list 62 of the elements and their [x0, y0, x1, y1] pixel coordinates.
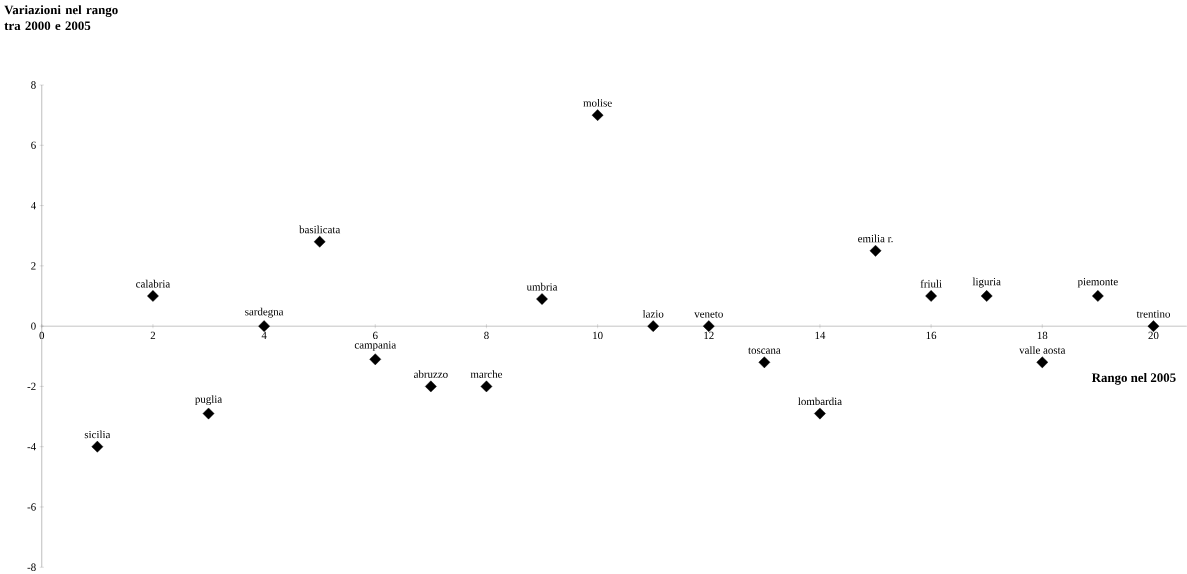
annotation: valle aosta: [1019, 346, 1066, 354]
annotation: lombardia: [798, 397, 842, 405]
annotation: calabria: [136, 279, 171, 288]
x-tick-label: 8: [484, 331, 489, 339]
annotation: sicilia: [84, 430, 111, 439]
point: [1036, 356, 1049, 369]
point: [536, 293, 548, 305]
annotation: marche: [470, 370, 503, 378]
x-tick-label: 20: [1148, 331, 1159, 339]
x-tick-label: 12: [704, 331, 714, 339]
point: [91, 440, 104, 453]
point: [758, 356, 771, 369]
point: [925, 290, 937, 302]
y-tick-label: 4: [30, 201, 36, 210]
annotation: puglia: [195, 395, 223, 405]
y-tick-label: 0: [31, 322, 36, 330]
x-tick-label: 16: [926, 331, 937, 339]
point: [313, 235, 326, 248]
x-tick-label: 0: [39, 331, 45, 339]
y-axis-title: Variazioni nel rango tra 2000 e 2005: [4, 5, 118, 30]
annotation: basilicata: [299, 225, 341, 234]
annotation: emilia r.: [858, 234, 893, 243]
point: [702, 320, 715, 332]
annotation: lazio: [642, 309, 664, 318]
y-tick-label: 6: [31, 141, 36, 149]
x-tick-label: 6: [373, 331, 378, 339]
x-axis-title: Rango nel 2005: [1091, 372, 1176, 385]
x-tick-label: 18: [1037, 331, 1048, 339]
annotation: umbria: [526, 282, 558, 291]
y-tick-label: 8: [31, 81, 36, 89]
point: [980, 290, 993, 302]
point: [869, 244, 882, 257]
annotation: friuli: [920, 279, 942, 288]
annotation: veneto: [694, 311, 723, 318]
point: [202, 407, 215, 420]
x-tick-label: 10: [593, 331, 603, 339]
point: [591, 109, 604, 121]
annotation: molise: [583, 98, 612, 107]
annotation: piemonte: [1077, 277, 1118, 288]
point: [147, 290, 159, 302]
x-tick-label: 14: [815, 331, 826, 339]
y-tick-label: -2: [27, 382, 36, 390]
annotation: sardegna: [245, 307, 284, 318]
annotation: abruzzo: [414, 370, 448, 378]
point: [480, 380, 493, 393]
x-tick-label: 2: [150, 331, 156, 339]
point: [425, 380, 437, 393]
point: [1147, 320, 1160, 332]
annotation: campania: [354, 341, 397, 351]
point: [258, 320, 270, 332]
point: [647, 320, 660, 332]
annotation: trentino: [1136, 310, 1170, 318]
x-tick-label: 4: [261, 331, 267, 339]
y-tick-label: -8: [27, 563, 36, 571]
y-tick-label: -6: [27, 503, 36, 511]
y-tick-label: 2: [31, 262, 36, 270]
point: [1092, 290, 1104, 302]
annotation: toscana: [748, 347, 781, 354]
point: [814, 407, 826, 420]
y-tick-label: -4: [27, 443, 36, 451]
point: [369, 353, 382, 365]
annotation: liguria: [972, 277, 1001, 288]
